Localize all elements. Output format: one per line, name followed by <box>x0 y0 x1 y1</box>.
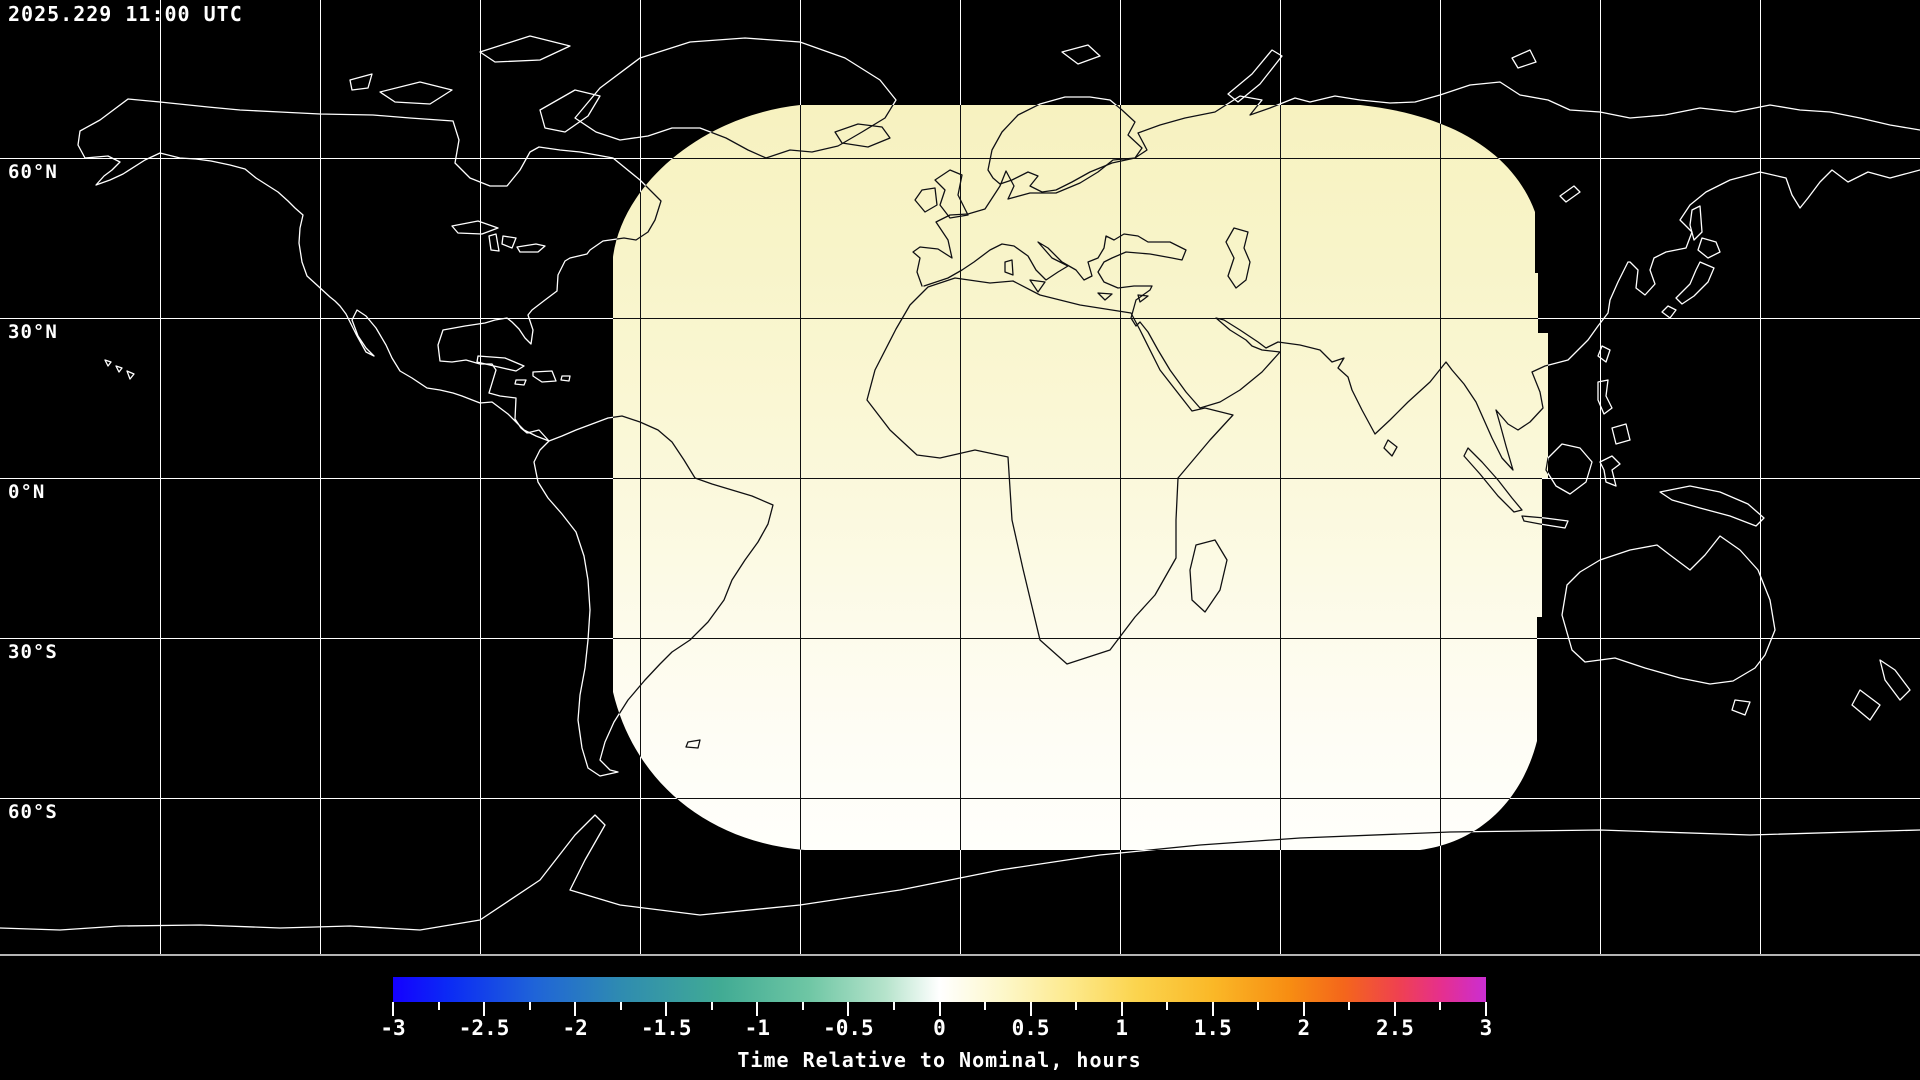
colorbar-tick-label: 0.5 <box>1011 1016 1050 1040</box>
colorbar-major-tick <box>392 1002 394 1016</box>
colorbar <box>393 977 1486 1002</box>
colorbar-tick-label: -1.5 <box>640 1016 692 1040</box>
colorbar-tick-label: -0.5 <box>823 1016 874 1040</box>
colorbar-major-tick <box>1211 1002 1214 1016</box>
colorbar-tick-label: -1 <box>744 1016 770 1040</box>
colorbar-tick-label: 1 <box>1115 1016 1128 1040</box>
colorbar-tick-label: 1.5 <box>1193 1016 1232 1040</box>
colorbar-minor-tick <box>984 1002 987 1010</box>
colorbar-tick-label: 3 <box>1479 1016 1493 1040</box>
colorbar-minor-tick <box>437 1002 440 1010</box>
colorbar-major-tick <box>665 1002 668 1016</box>
colorbar-minor-tick <box>1257 1002 1260 1010</box>
colorbar-minor-tick <box>1166 1002 1169 1010</box>
coverage-footprint <box>613 105 1548 850</box>
colorbar-minor-tick <box>1075 1002 1078 1010</box>
colorbar-tick-label: 0 <box>933 1016 946 1040</box>
colorbar-tick-label: -2.5 <box>458 1016 510 1040</box>
colorbar-major-tick <box>1029 1002 1032 1016</box>
latitude-label: 0°N <box>8 481 46 503</box>
colorbar-minor-tick <box>892 1002 895 1010</box>
colorbar-tick-label: -3 <box>380 1016 406 1040</box>
colorbar-major-tick <box>1302 1002 1305 1016</box>
latitude-label: 30°S <box>8 641 58 663</box>
timestamp: 2025.229 11:00 UTC <box>8 2 243 26</box>
colorbar-tick-label: -2 <box>562 1016 588 1040</box>
latitude-label: 60°N <box>8 161 58 183</box>
colorbar-minor-tick <box>1348 1002 1351 1010</box>
colorbar-major-tick <box>1393 1002 1396 1016</box>
latitude-label: 30°N <box>8 321 58 343</box>
colorbar-minor-tick <box>528 1002 531 1010</box>
grid-lines-footprint <box>613 105 1548 850</box>
colorbar-minor-tick <box>1439 1002 1442 1010</box>
colorbar-major-tick <box>1120 1002 1123 1016</box>
colorbar-title: Time Relative to Nominal, hours <box>737 1048 1142 1072</box>
colorbar-major-tick <box>483 1002 486 1016</box>
colorbar-major-tick <box>938 1002 941 1016</box>
colorbar-major-tick <box>574 1002 577 1016</box>
colorbar-major-tick <box>1485 1002 1487 1016</box>
footprint-overlay <box>613 105 1548 850</box>
colorbar-major-tick <box>756 1002 759 1016</box>
colorbar-tick-label: 2.5 <box>1375 1016 1414 1040</box>
colorbar-minor-tick <box>801 1002 804 1010</box>
colorbar-tick-label: 2 <box>1297 1016 1311 1040</box>
latitude-label: 60°S <box>8 801 58 823</box>
colorbar-minor-tick <box>710 1002 713 1010</box>
colorbar-minor-tick <box>619 1002 622 1010</box>
colorbar-major-tick <box>847 1002 850 1016</box>
